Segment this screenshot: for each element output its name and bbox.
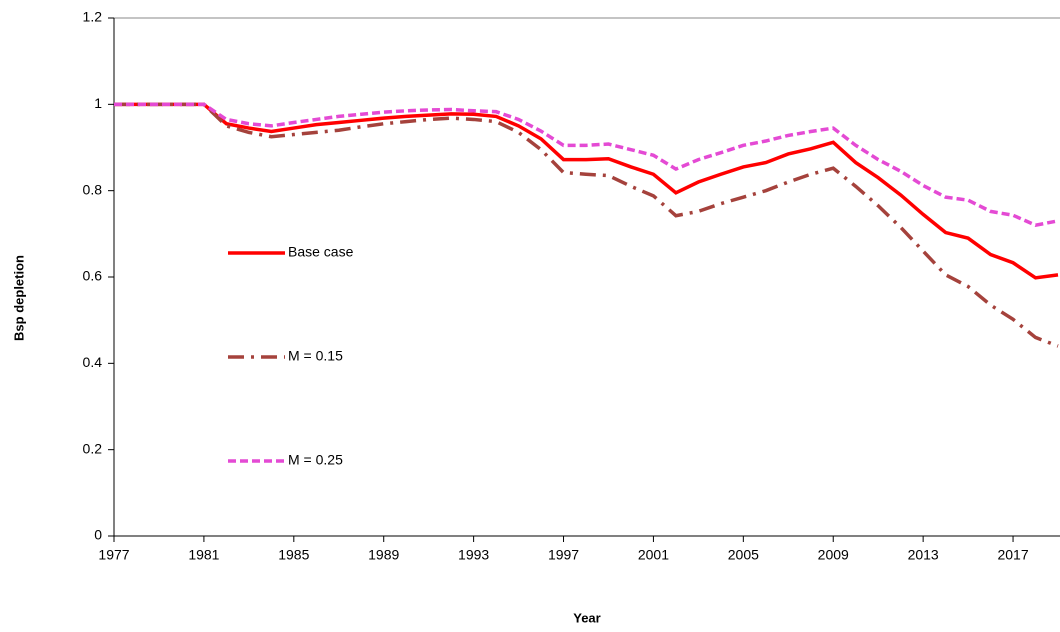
x-tick-label: 2017 [997, 547, 1028, 563]
x-tick-label: 1997 [548, 547, 579, 563]
series-line [114, 102, 1059, 280]
legend-label: Base case [288, 244, 354, 260]
x-tick-label: 1993 [458, 547, 489, 563]
series-line [114, 102, 1059, 348]
x-tick-label: 2013 [908, 547, 939, 563]
y-tick-label: 1 [94, 95, 102, 111]
x-tick-label: 1977 [98, 547, 129, 563]
x-tick-label: 2009 [818, 547, 849, 563]
y-tick-label: 0 [94, 527, 102, 543]
y-tick-label: 0.6 [83, 268, 103, 284]
x-tick-label: 1981 [188, 547, 219, 563]
y-tick-label: 0.8 [83, 181, 103, 197]
x-tick-label: 2001 [638, 547, 669, 563]
x-axis-title: Year [573, 610, 600, 625]
x-tick-label: 1989 [368, 547, 399, 563]
legend-label: M = 0.15 [288, 348, 343, 364]
x-tick-label: 1985 [278, 547, 309, 563]
series-line [114, 102, 1059, 228]
y-tick-label: 1.2 [83, 9, 103, 25]
y-tick-label: 0.2 [83, 440, 103, 456]
y-tick-label: 0.4 [83, 354, 103, 370]
x-tick-label: 2005 [728, 547, 759, 563]
y-axis-title: Bsp depletion [11, 255, 26, 341]
legend-label: M = 0.25 [288, 452, 343, 468]
